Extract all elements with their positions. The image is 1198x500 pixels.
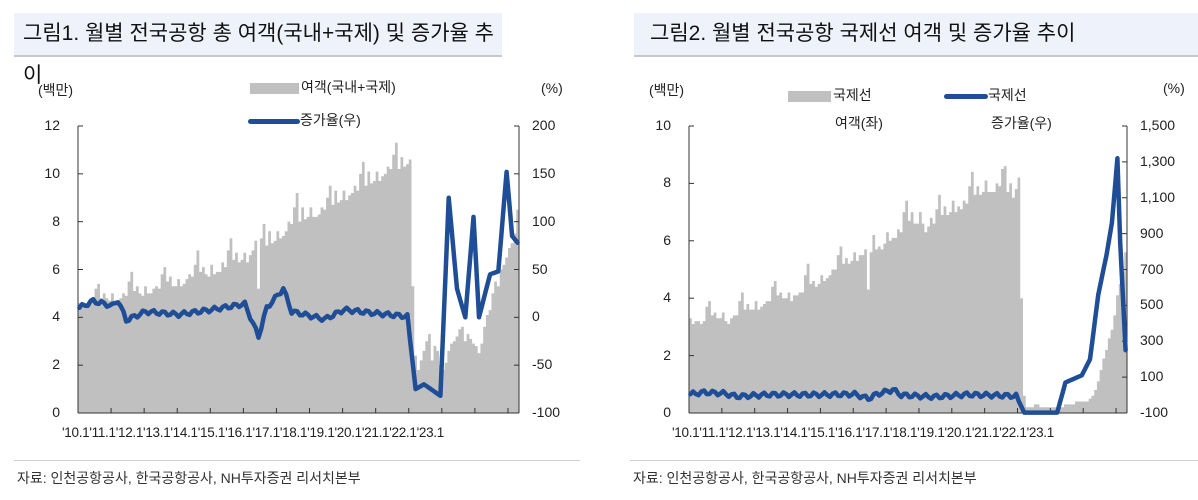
left-y-tick-label: 2 xyxy=(52,356,60,373)
left-y-tick-label: 2 xyxy=(663,346,671,363)
legend-line-swatch xyxy=(944,93,988,99)
chart-title: 그림2. 월별 전국공항 국제선 여객 및 증가율 추이 xyxy=(634,13,1198,57)
chart-title: 그림1. 월별 전국공항 총 여객(국내+국제) 및 증가율 추이 xyxy=(14,13,502,87)
source-note: 자료: 인천공항공사, 한국공항공사, NH투자증권 리서치본부 xyxy=(17,470,361,486)
legend-bar-label: 여객(국내+국제) xyxy=(301,79,396,95)
left-y-tick-label: 0 xyxy=(663,404,671,420)
source-note: 자료: 인천공항공사, 한국공항공사, NH투자증권 리서치본부 xyxy=(633,470,977,486)
left-axis-unit: (백만) xyxy=(38,82,74,98)
legend-bar-label-line2: 여객(좌) xyxy=(835,115,883,131)
left-y-tick-label: 8 xyxy=(52,212,60,229)
passenger-bars xyxy=(78,142,519,413)
left-y-tick-label: 8 xyxy=(663,174,671,191)
x-axis-labels: '10.1'11.1'12.1'13.1'14.1'15.1'16.1'17.1… xyxy=(672,425,1054,440)
left-y-tick-label: 12 xyxy=(44,117,60,133)
right-y-tick-label: 1,100 xyxy=(1140,188,1176,205)
left-y-tick-label: 6 xyxy=(663,231,671,248)
right-y-tick-label: 100 xyxy=(532,212,556,229)
right-axis-unit: (%) xyxy=(1163,80,1185,96)
right-y-tick-label: -100 xyxy=(532,404,561,420)
left-y-tick-label: 4 xyxy=(663,289,671,306)
legend-line-swatch xyxy=(248,118,300,124)
legend-line-label-line1: 국제선 xyxy=(988,87,1027,103)
legend-line: 증가율(우) xyxy=(248,111,361,129)
growth-rate-line xyxy=(688,156,1128,415)
chart-plot-area xyxy=(688,125,1128,415)
right-y-tick-label: -50 xyxy=(532,356,553,373)
left-y-tick-label: 10 xyxy=(44,164,60,181)
legend-line: 국제선 xyxy=(944,86,1027,104)
legend-bar-swatch xyxy=(250,82,299,94)
right-y-tick-label: 100 xyxy=(1140,368,1164,385)
growth-rate-line xyxy=(77,169,520,399)
right-y-tick-label: 300 xyxy=(1140,332,1164,349)
legend-bar: 여객(국내+국제) xyxy=(250,78,396,96)
left-y-tick-label: 10 xyxy=(655,117,671,133)
passenger-bars xyxy=(689,166,1127,413)
legend-bar-label-line1: 국제선 xyxy=(833,87,872,103)
right-y-tick-label: 1,300 xyxy=(1140,152,1176,169)
right-y-tick-label: 700 xyxy=(1140,260,1164,277)
legend-bar-swatch xyxy=(788,90,831,102)
legend-line-label: 증가율(우) xyxy=(300,112,361,128)
source-divider xyxy=(14,460,580,461)
left-y-tick-label: 4 xyxy=(52,308,60,325)
left-y-tick-label: 6 xyxy=(52,260,60,277)
source-divider xyxy=(630,460,1198,461)
x-axis-labels: '10.1'11.1'12.1'13.1'14.1'15.1'16.1'17.1… xyxy=(62,425,444,440)
right-y-tick-label: 50 xyxy=(532,260,548,277)
left-axis-unit: (백만) xyxy=(649,82,685,98)
chart-plot-area xyxy=(77,125,520,414)
right-axis-unit: (%) xyxy=(541,80,563,96)
right-y-tick-label: 1,500 xyxy=(1140,117,1176,133)
legend-bar: 국제선 xyxy=(788,86,872,104)
right-y-tick-label: 900 xyxy=(1140,224,1164,241)
right-y-tick-label: 500 xyxy=(1140,296,1164,313)
chart-panel-international-passengers: 그림2. 월별 전국공항 국제선 여객 및 증가율 추이 (백만) (%) 국제… xyxy=(610,0,1198,500)
right-y-tick-label: 200 xyxy=(532,117,556,133)
right-y-tick-label: -100 xyxy=(1140,404,1169,420)
left-y-tick-label: 0 xyxy=(52,404,60,420)
right-y-tick-label: 0 xyxy=(532,308,540,325)
legend-line-label-line2: 증가율(우) xyxy=(991,115,1052,131)
chart-panel-total-passengers: 그림1. 월별 전국공항 총 여객(국내+국제) 및 증가율 추이 (백만) (… xyxy=(0,0,580,500)
right-y-tick-label: 150 xyxy=(532,164,556,181)
